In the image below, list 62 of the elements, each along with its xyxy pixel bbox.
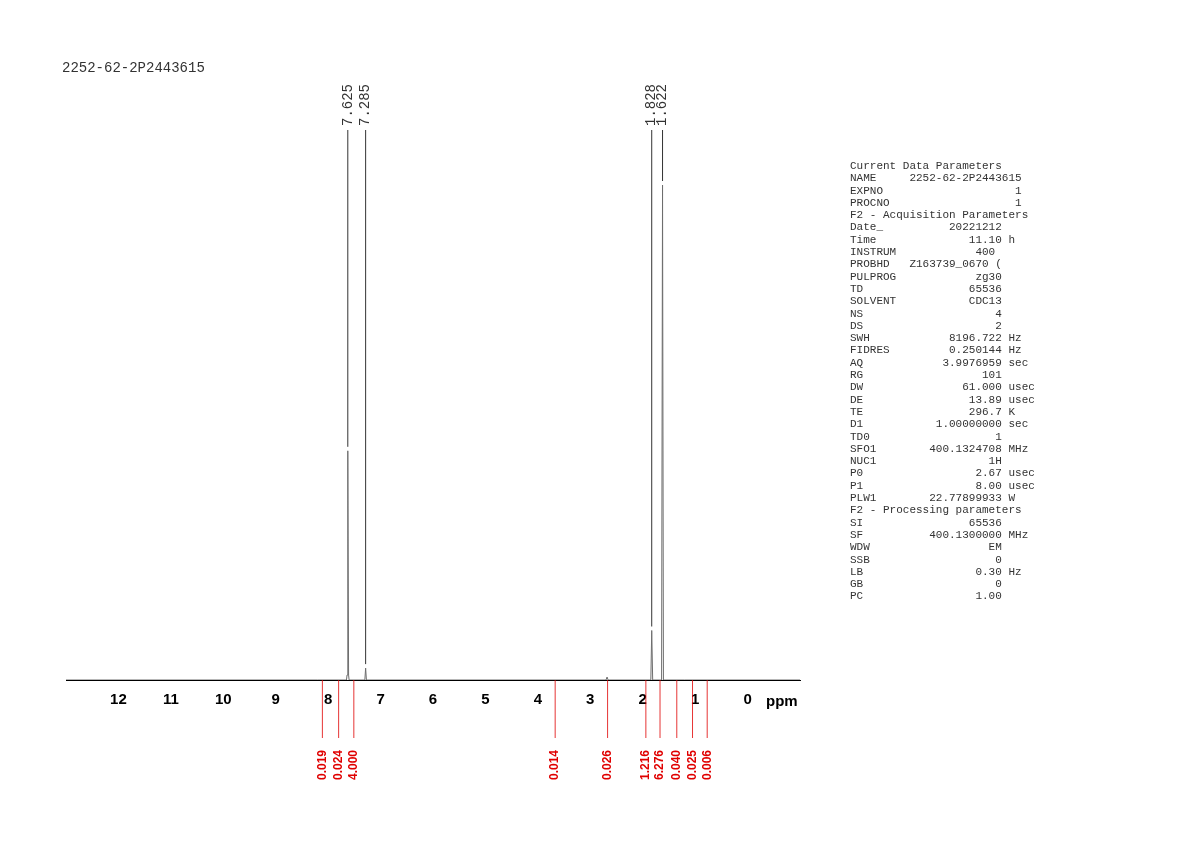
text: SWH 8196.722 Hz <box>850 332 1023 345</box>
text: LB 0.30 Hz <box>850 565 1023 579</box>
text: Current Data Parameters <box>850 160 1003 173</box>
text: WDW EM <box>850 541 1003 554</box>
x-tick-label: 6 <box>428 690 438 708</box>
text: EXPNO 1 <box>850 184 1023 197</box>
text: NAME 2252-62-2P2443615 <box>850 172 1023 185</box>
annotation: 1.216 <box>638 749 653 780</box>
text: PROCNO 1 <box>850 196 1023 210</box>
x-tick-label: 3 <box>586 690 595 708</box>
text: TD 65536 <box>850 282 1003 296</box>
text: FIDRES 0.250144 Hz <box>850 344 1023 357</box>
x-tick-label: 7 <box>376 690 385 708</box>
text: Date_ 20221212 <box>850 221 1003 234</box>
x-tick-label: 8 <box>323 690 333 708</box>
text: DW 61.000 usec <box>850 381 1035 394</box>
annotation: 0.040 <box>669 749 684 780</box>
text: DE 13.89 usec <box>850 393 1035 406</box>
text: SFO1 400.1324708 MHz <box>850 442 1030 456</box>
annotation: 6.276 <box>652 749 667 780</box>
x-tick-label: 9 <box>271 690 280 708</box>
text: TD0 1 <box>850 430 1003 443</box>
text: PROBHD Z163739_0670 ( <box>850 258 1003 271</box>
text: DS 2 <box>850 319 1003 333</box>
text: AQ 3.9976959 sec <box>850 356 1030 370</box>
annotation: 0.024 <box>330 749 345 780</box>
x-tick-label: 0 <box>743 690 752 708</box>
annotation: 0.006 <box>699 749 714 780</box>
text: PLW1 22.77899933 W <box>850 492 1017 505</box>
x-tick-label: 5 <box>481 690 490 708</box>
x-tick-label: 11 <box>162 690 179 708</box>
text: SSB 0 <box>850 553 1003 566</box>
annotation: 7.625 <box>339 83 356 126</box>
annotation: 4.000 <box>346 749 361 780</box>
text: NUC1 1H <box>850 455 1003 468</box>
text: RG 101 <box>850 369 1003 382</box>
text: PULPROG zg30 <box>850 270 1003 283</box>
annotation: 0.026 <box>599 749 614 780</box>
text: P0 2.67 usec <box>850 467 1035 480</box>
text: F2 - Processing parameters <box>850 504 1023 517</box>
x-tick-label: 4 <box>533 690 543 708</box>
x-axis-title: ppm <box>766 691 798 709</box>
text: D1 1.00000000 sec <box>850 418 1030 431</box>
text: SI 65536 <box>850 516 1003 529</box>
annotation: 0.014 <box>547 749 562 780</box>
annotation: 0.025 <box>684 749 699 780</box>
text: PC 1.00 <box>850 590 1003 603</box>
text: SOLVENT CDC13 <box>850 295 1003 308</box>
annotation: 0.019 <box>314 749 329 780</box>
x-tick-label: 12 <box>110 690 127 708</box>
text: GB 0 <box>850 578 1003 591</box>
text: F2 - Acquisition Parameters <box>850 209 1030 222</box>
text: Time 11.10 h <box>850 233 1017 247</box>
text: TE 296.7 K <box>850 405 1017 419</box>
text: P1 8.00 usec <box>850 479 1035 493</box>
x-tick-label: 10 <box>214 690 232 708</box>
x-tick-label: 2 <box>638 690 647 708</box>
text: SF 400.1300000 MHz <box>850 528 1030 542</box>
chart-title: 2252-62-2P2443615 <box>62 60 205 76</box>
annotation: 7.285 <box>357 83 374 126</box>
text: INSTRUM 400 <box>850 246 997 259</box>
text: NS 4 <box>850 307 1003 320</box>
